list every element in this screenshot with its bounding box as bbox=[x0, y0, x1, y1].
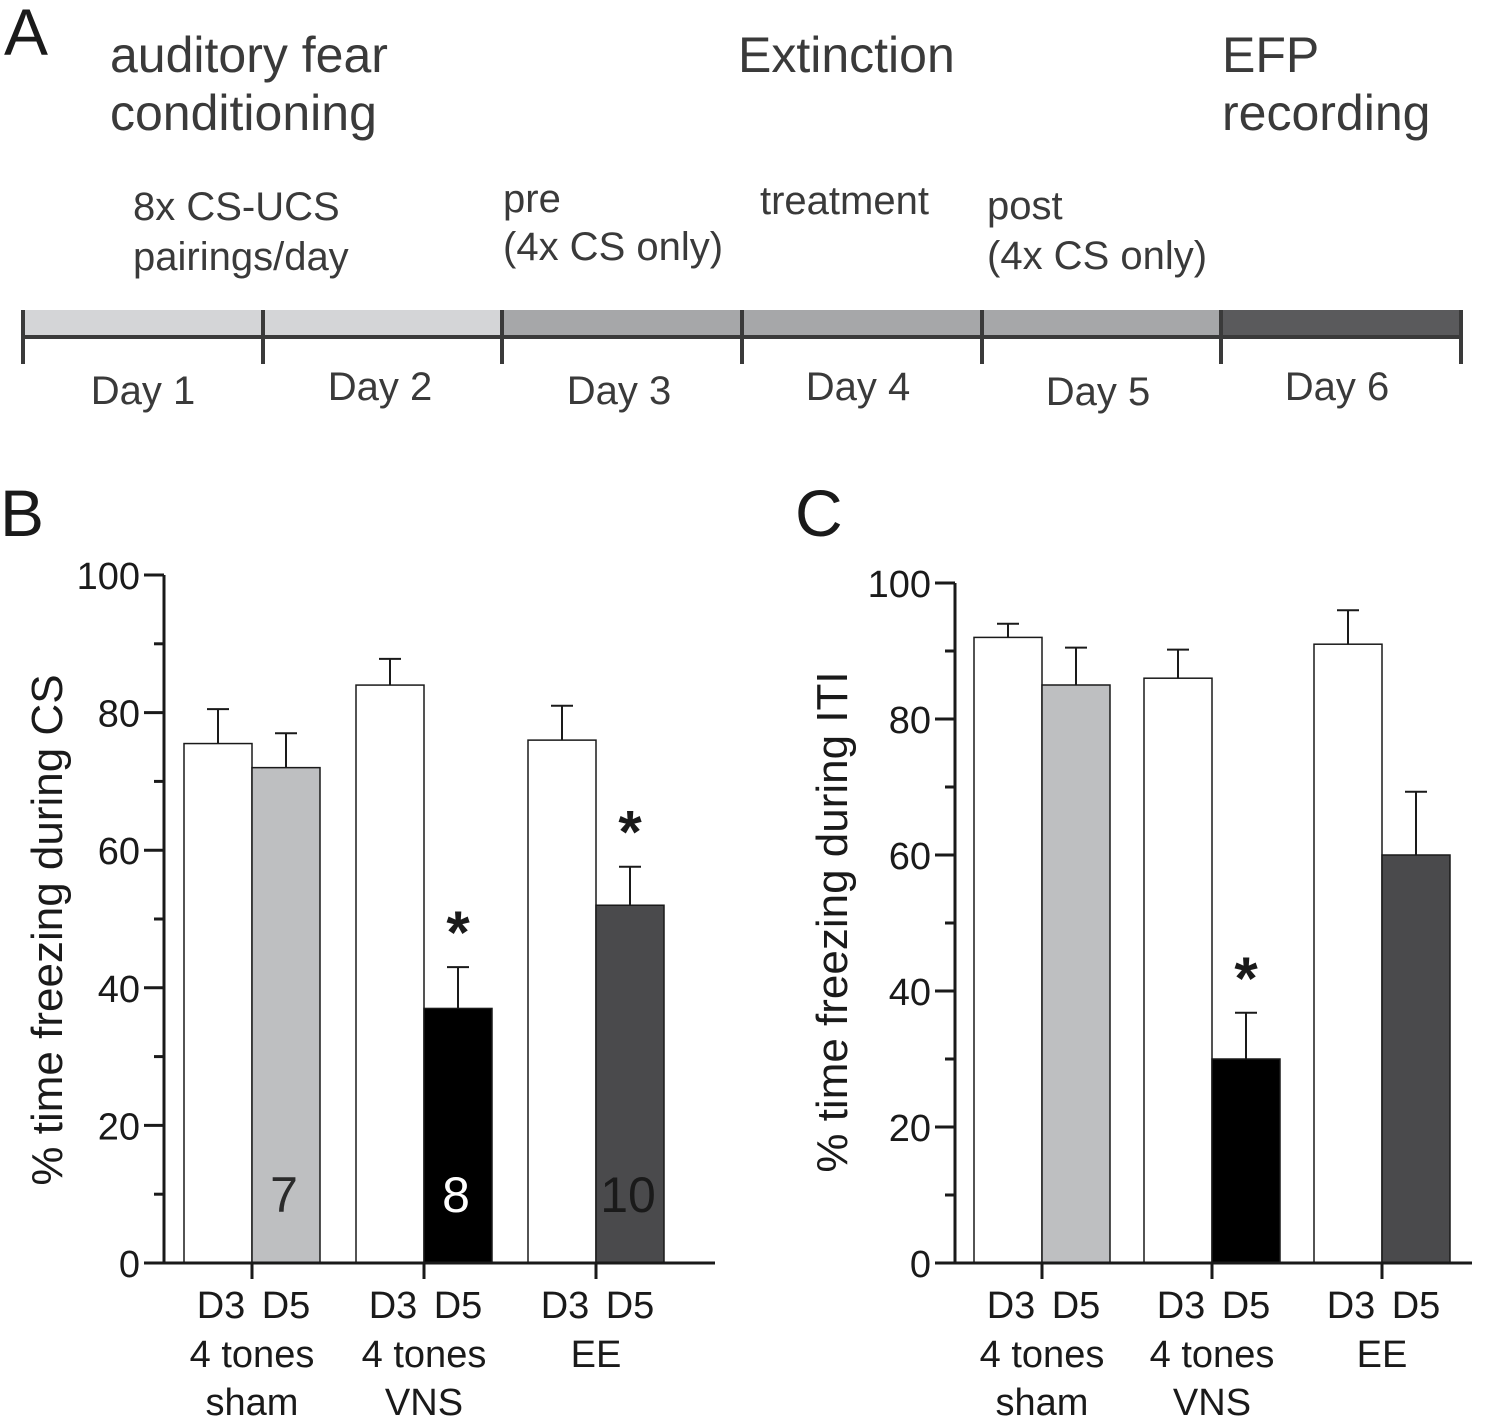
panel-b-group-label: EE bbox=[571, 1334, 622, 1376]
panel-c-x-category-d5: D5 bbox=[1052, 1285, 1101, 1327]
note-pairings-line1: 8x CS-UCS bbox=[133, 185, 340, 229]
panel-b-n-label: 7 bbox=[270, 1167, 298, 1223]
panel-b-y-tick-label: 40 bbox=[98, 969, 140, 1011]
day-label-2: Day 2 bbox=[328, 365, 433, 409]
panel-c-y-tick-label: 60 bbox=[889, 836, 931, 878]
panel-b-significance-marker: * bbox=[446, 899, 470, 966]
panel-b-y-tick-label: 20 bbox=[98, 1106, 140, 1148]
panel-b-y-axis-label: % time freezing during CS bbox=[23, 674, 72, 1185]
panel-c-x-category-d3: D3 bbox=[987, 1285, 1036, 1327]
panel-b-group-sublabel: sham bbox=[206, 1382, 299, 1419]
day-label-1: Day 1 bbox=[91, 369, 196, 413]
note-post-line2: (4x CS only) bbox=[987, 234, 1207, 278]
phase-conditioning-line1: auditory fear bbox=[110, 27, 388, 83]
panel-c-group-label: EE bbox=[1357, 1334, 1408, 1376]
panel-c-group-label: 4 tones bbox=[1150, 1334, 1275, 1376]
panel-c-y-tick-label: 20 bbox=[889, 1108, 931, 1150]
phase-efp-line1: EFP bbox=[1222, 27, 1319, 83]
timeline-ticks bbox=[21, 310, 1463, 364]
day-label-4: Day 4 bbox=[806, 365, 911, 409]
panel-c-group-sublabel: sham bbox=[996, 1382, 1089, 1419]
panel-b-x-category-d5: D5 bbox=[262, 1285, 311, 1327]
panel-b-bar-d5-1 bbox=[251, 766, 321, 1264]
panel-b-y-tick-label: 80 bbox=[98, 694, 140, 736]
panel-b-group-label: 4 tones bbox=[362, 1334, 487, 1376]
panel-c-significance-marker: * bbox=[1234, 945, 1258, 1012]
note-pre-line2: (4x CS only) bbox=[503, 225, 723, 269]
panel-b-bar-d3-3 bbox=[527, 739, 597, 1264]
panel-c-letter: C bbox=[795, 476, 843, 550]
day-label-5: Day 5 bbox=[1046, 370, 1151, 414]
panel-b-bar-d5-3 bbox=[595, 904, 665, 1264]
panel-b-y-tick-label: 100 bbox=[77, 556, 140, 598]
panel-c-marks: * 0 20 40 60 80 100 D3 D5 4 tones sham D3 D5 4 tones V… bbox=[868, 564, 1472, 1419]
panel-b-x-category-d3: D3 bbox=[541, 1285, 590, 1327]
panel-b-n-label: 8 bbox=[442, 1167, 470, 1223]
panel-b-group-label: 4 tones bbox=[190, 1334, 315, 1376]
day-label-3: Day 3 bbox=[567, 369, 672, 413]
panel-c-bar-d3-2 bbox=[1143, 677, 1213, 1264]
note-treatment: treatment bbox=[760, 179, 929, 223]
note-post-line1: post bbox=[987, 184, 1063, 228]
panel-c-x-category-d3: D3 bbox=[1157, 1285, 1206, 1327]
panel-c-bar-d5-3 bbox=[1381, 854, 1451, 1264]
timeline-segment-extinction bbox=[502, 310, 1221, 337]
panel-b-n-label: 10 bbox=[600, 1167, 656, 1223]
panel-b-significance-marker: * bbox=[618, 799, 642, 866]
panel-b-bar-d3-1 bbox=[183, 742, 253, 1264]
panel-b-x-category-d5: D5 bbox=[434, 1285, 483, 1327]
panel-b-bar-d5-2 bbox=[423, 1007, 493, 1264]
panel-c-y-tick-label: 40 bbox=[889, 972, 931, 1014]
panel-a-letter: A bbox=[4, 0, 48, 69]
panel-b-y-tick-label: 60 bbox=[98, 831, 140, 873]
panel-a: A auditory fear conditioning Extinction … bbox=[4, 0, 1463, 414]
panel-b-letter: B bbox=[0, 476, 44, 550]
panel-b-chart: B % time freezing during CS * * 0 20 40 60 80 1… bbox=[0, 476, 715, 1419]
panel-c-bar-d5-2 bbox=[1211, 1058, 1281, 1264]
day-label-6: Day 6 bbox=[1285, 365, 1390, 409]
panel-c-group-label: 4 tones bbox=[980, 1334, 1105, 1376]
phase-conditioning-line2: conditioning bbox=[110, 85, 377, 141]
panel-c-x-category-d5: D5 bbox=[1222, 1285, 1271, 1327]
panel-c-y-tick-label: 100 bbox=[868, 564, 931, 606]
panel-c-y-tick-label: 80 bbox=[889, 700, 931, 742]
panel-c-x-category-d5: D5 bbox=[1392, 1285, 1441, 1327]
phase-extinction: Extinction bbox=[738, 27, 955, 83]
panel-b-y-tick-label: 0 bbox=[119, 1244, 140, 1286]
note-pre-line1: pre bbox=[503, 177, 561, 221]
panel-c-x-category-d3: D3 bbox=[1327, 1285, 1376, 1327]
panel-c-y-tick-label: 0 bbox=[910, 1244, 931, 1286]
panel-c-bar-d5-1 bbox=[1041, 684, 1111, 1264]
timeline-segment-efp bbox=[1221, 310, 1461, 337]
panel-b-marks: * * 0 20 40 60 80 100 D3 D5 4 tones sham 7 D3 D5 4 tone… bbox=[77, 556, 715, 1419]
panel-b-x-category-d3: D3 bbox=[197, 1285, 246, 1327]
panel-b-x-category-d3: D3 bbox=[369, 1285, 418, 1327]
panel-c-y-axis-label: % time freezing during ITI bbox=[808, 671, 857, 1172]
panel-c-group-sublabel: VNS bbox=[1173, 1382, 1251, 1419]
note-pairings-line2: pairings/day bbox=[133, 235, 349, 279]
panel-b-bar-d3-2 bbox=[355, 684, 425, 1264]
panel-b-x-category-d5: D5 bbox=[606, 1285, 655, 1327]
panel-c-chart: C % time freezing during ITI * 0 20 40 60 80 1… bbox=[795, 476, 1472, 1419]
panel-c-bar-d3-3 bbox=[1313, 643, 1383, 1264]
panel-c-bar-d3-1 bbox=[973, 636, 1043, 1264]
phase-efp-line2: recording bbox=[1222, 85, 1430, 141]
panel-b-group-sublabel: VNS bbox=[385, 1382, 463, 1419]
